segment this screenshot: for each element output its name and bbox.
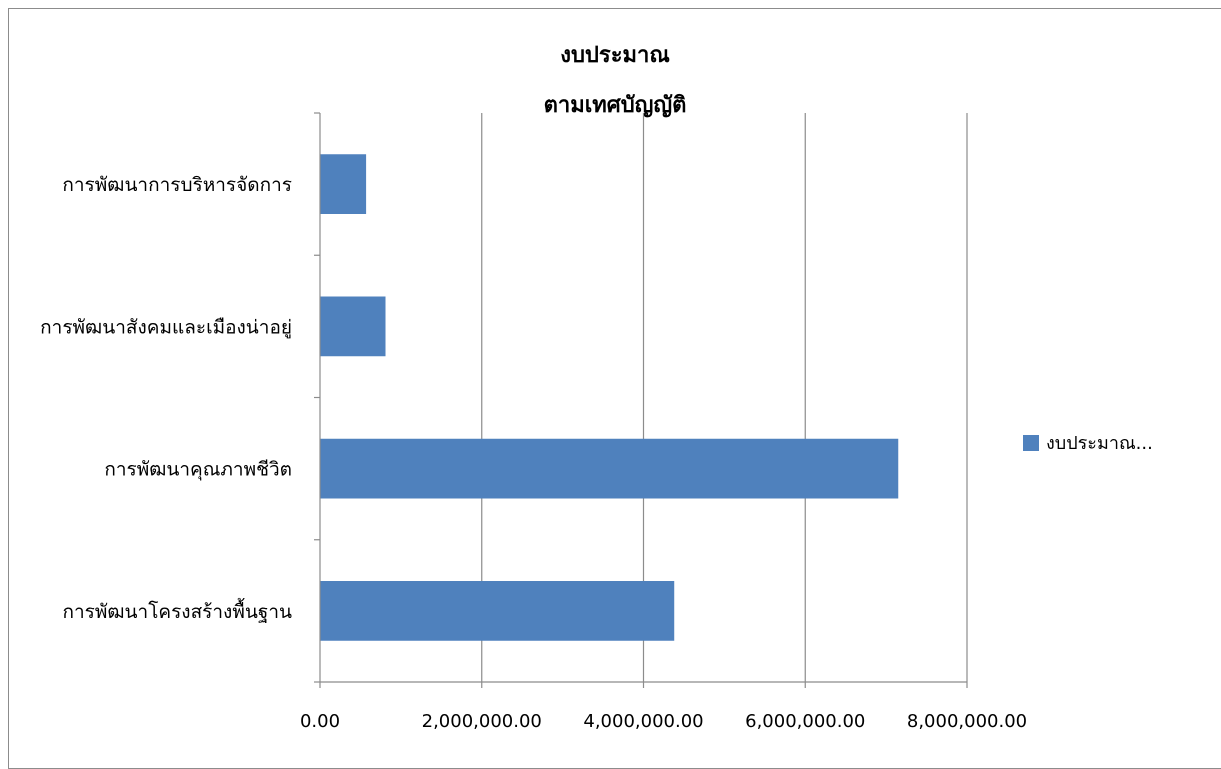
x-tick-label-0: 0.00: [300, 711, 340, 732]
legend-label: งบประมาณ...: [1046, 433, 1153, 454]
legend: งบประมาณ...: [1023, 433, 1153, 454]
chart-title-line-1: งบประมาณ: [560, 43, 670, 68]
category-label-1: การพัฒนาคุณภาพชีวิต: [104, 459, 292, 482]
x-tick-label-3: 6,000,000.00: [745, 711, 865, 732]
bar-1: [320, 438, 899, 499]
axes: [314, 112, 968, 688]
bar-2: [320, 296, 386, 357]
legend-swatch: [1023, 435, 1039, 451]
x-tick-label-1: 2,000,000.00: [422, 711, 542, 732]
bars: [320, 154, 899, 641]
category-label-2: การพัฒนาสังคมและเมืองน่าอยู่: [40, 316, 292, 338]
x-tick-labels: 0.00 2,000,000.00 4,000,000.00 6,000,000.00…: [300, 711, 1027, 732]
chart-title-line-2: ตามเทศบัญญัติ: [544, 93, 687, 118]
category-label-3: การพัฒนาการบริหารจัดการ: [62, 174, 292, 196]
category-label-0: การพัฒนาโครงสร้างพื้นฐาน: [62, 598, 292, 623]
x-tick-label-4: 8,000,000.00: [907, 711, 1027, 732]
bar-0: [320, 581, 675, 641]
bar-3: [320, 154, 367, 214]
x-tick-label-2: 4,000,000.00: [583, 711, 703, 732]
category-labels: การพัฒนาโครงสร้างพื้นฐาน การพัฒนาคุณภาพชี…: [40, 174, 292, 623]
